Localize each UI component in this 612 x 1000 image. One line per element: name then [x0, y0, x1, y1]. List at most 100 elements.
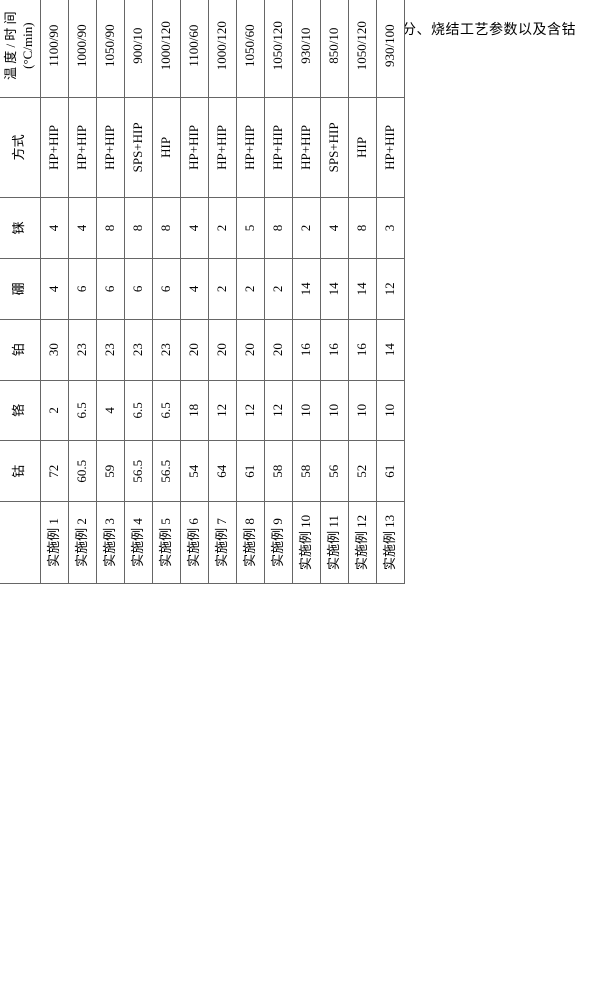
data-table: 原料粉末的组分(at%) 烧结工艺参数 含钴铬铂硼铼溅镀靶材特性分析结果 钴 铬… [0, 0, 405, 584]
table-row: 实施例 1 72 2 30 4 4 HP+HIP 1100/90 2 11.72… [40, 0, 68, 584]
cell-pt: 20 [208, 319, 236, 380]
cell-method: HIP [152, 97, 180, 197]
cell-re: 8 [124, 198, 152, 259]
cell-cr: 2 [40, 380, 68, 441]
header-row-2: 钴 铬 铂 硼 铼 方式 温 度 / 时 间 (°C/min) 相数量 线热膨胀… [0, 0, 40, 584]
table-row: 实施例 8 61 12 20 2 5 HP+HIP 1050/60 2 13.5… [236, 0, 264, 584]
table-row: 实施例 5 56.5 6.5 23 6 8 HIP 1000/120 2 12.… [152, 0, 180, 584]
cell-cr: 12 [208, 380, 236, 441]
cell-co: 56.5 [152, 441, 180, 502]
cell-b: 6 [124, 259, 152, 320]
cell-method: HP+HIP [292, 97, 320, 197]
cell-b: 14 [348, 259, 376, 320]
cell-pt: 23 [152, 319, 180, 380]
table-body: 实施例 1 72 2 30 4 4 HP+HIP 1100/90 2 11.72… [40, 0, 404, 584]
cell-method: HP+HIP [236, 97, 264, 197]
row-label: 实施例 3 [96, 502, 124, 584]
cell-temp: 1050/120 [264, 0, 292, 97]
cell-re: 8 [264, 198, 292, 259]
row-label: 实施例 6 [180, 502, 208, 584]
table-row: 实施例 7 64 12 20 2 2 HP+HIP 1000/120 2 13.… [208, 0, 236, 584]
table-row: 实施例 11 56 10 16 14 4 SPS+HIP 850/10 2 13… [320, 0, 348, 584]
cell-cr: 10 [292, 380, 320, 441]
cell-re: 8 [348, 198, 376, 259]
cell-pt: 20 [264, 319, 292, 380]
row-label: 实施例 8 [236, 502, 264, 584]
cell-temp: 1050/90 [96, 0, 124, 97]
cell-co: 61 [236, 441, 264, 502]
header-co: 钴 [0, 441, 40, 502]
cell-re: 4 [68, 198, 96, 259]
row-label: 实施例 2 [68, 502, 96, 584]
row-label: 实施例 10 [292, 502, 320, 584]
cell-co: 56 [320, 441, 348, 502]
row-label: 实施例 12 [348, 502, 376, 584]
cell-temp: 1050/120 [348, 0, 376, 97]
cell-re: 4 [320, 198, 348, 259]
cell-pt: 23 [124, 319, 152, 380]
cell-temp: 1000/120 [208, 0, 236, 97]
cell-cr: 10 [348, 380, 376, 441]
cell-temp: 1000/120 [152, 0, 180, 97]
cell-method: HIP [348, 97, 376, 197]
cell-pt: 20 [180, 319, 208, 380]
cell-pt: 16 [320, 319, 348, 380]
cell-pt: 30 [40, 319, 68, 380]
cell-cr: 6.5 [152, 380, 180, 441]
header-re: 铼 [0, 198, 40, 259]
table-row: 实施例 6 54 18 20 4 4 HP+HIP 1100/60 2 13.1… [180, 0, 208, 584]
cell-b: 14 [320, 259, 348, 320]
row-label: 实施例 11 [320, 502, 348, 584]
header-method: 方式 [0, 97, 40, 197]
cell-re: 2 [292, 198, 320, 259]
row-label: 实施例 7 [208, 502, 236, 584]
table-row: 实施例 4 56.5 6.5 23 6 8 SPS+HIP 900/10 2 1… [124, 0, 152, 584]
cell-co: 59 [96, 441, 124, 502]
cell-method: HP+HIP [264, 97, 292, 197]
cell-cr: 10 [320, 380, 348, 441]
row-label: 实施例 5 [152, 502, 180, 584]
cell-cr: 6.5 [68, 380, 96, 441]
cell-co: 58 [264, 441, 292, 502]
cell-method: HP+HIP [180, 97, 208, 197]
row-label: 实施例 4 [124, 502, 152, 584]
table-row: 实施例 3 59 4 23 6 8 HP+HIP 1050/90 2 12.58… [96, 0, 124, 584]
cell-temp: 1100/60 [180, 0, 208, 97]
cell-re: 2 [208, 198, 236, 259]
cell-method: HP+HIP [96, 97, 124, 197]
header-cr: 铬 [0, 380, 40, 441]
cell-b: 4 [180, 259, 208, 320]
cell-re: 8 [96, 198, 124, 259]
table-row: 实施例 10 58 10 16 14 2 HP+HIP 930/10 2 13.… [292, 0, 320, 584]
cell-method: SPS+HIP [124, 97, 152, 197]
row-label: 实施例 9 [264, 502, 292, 584]
cell-cr: 12 [264, 380, 292, 441]
cell-cr: 18 [180, 380, 208, 441]
cell-temp: 1050/60 [236, 0, 264, 97]
table-row: 实施例 13 61 10 14 12 3 HP+HIP 930/100 2 13… [376, 0, 404, 584]
cell-re: 4 [40, 198, 68, 259]
cell-co: 72 [40, 441, 68, 502]
cell-b: 4 [40, 259, 68, 320]
table-row: 实施例 12 52 10 16 14 8 HIP 1050/120 2 12.7… [348, 0, 376, 584]
cell-co: 52 [348, 441, 376, 502]
cell-re: 3 [376, 198, 404, 259]
table-row: 实施例 9 58 12 20 2 8 HP+HIP 1050/120 2 13.… [264, 0, 292, 584]
cell-b: 2 [264, 259, 292, 320]
cell-temp: 900/10 [124, 0, 152, 97]
cell-cr: 4 [96, 380, 124, 441]
cell-co: 54 [180, 441, 208, 502]
cell-method: SPS+HIP [320, 97, 348, 197]
cell-b: 2 [208, 259, 236, 320]
cell-b: 6 [96, 259, 124, 320]
cell-temp: 930/10 [292, 0, 320, 97]
cell-pt: 23 [68, 319, 96, 380]
cell-method: HP+HIP [208, 97, 236, 197]
cell-co: 64 [208, 441, 236, 502]
cell-b: 6 [152, 259, 180, 320]
cell-pt: 20 [236, 319, 264, 380]
cell-cr: 10 [376, 380, 404, 441]
table-wrapper: 原料粉末的组分(at%) 烧结工艺参数 含钴铬铂硼铼溅镀靶材特性分析结果 钴 铬… [0, 14, 405, 584]
cell-cr: 12 [236, 380, 264, 441]
cell-temp: 850/10 [320, 0, 348, 97]
